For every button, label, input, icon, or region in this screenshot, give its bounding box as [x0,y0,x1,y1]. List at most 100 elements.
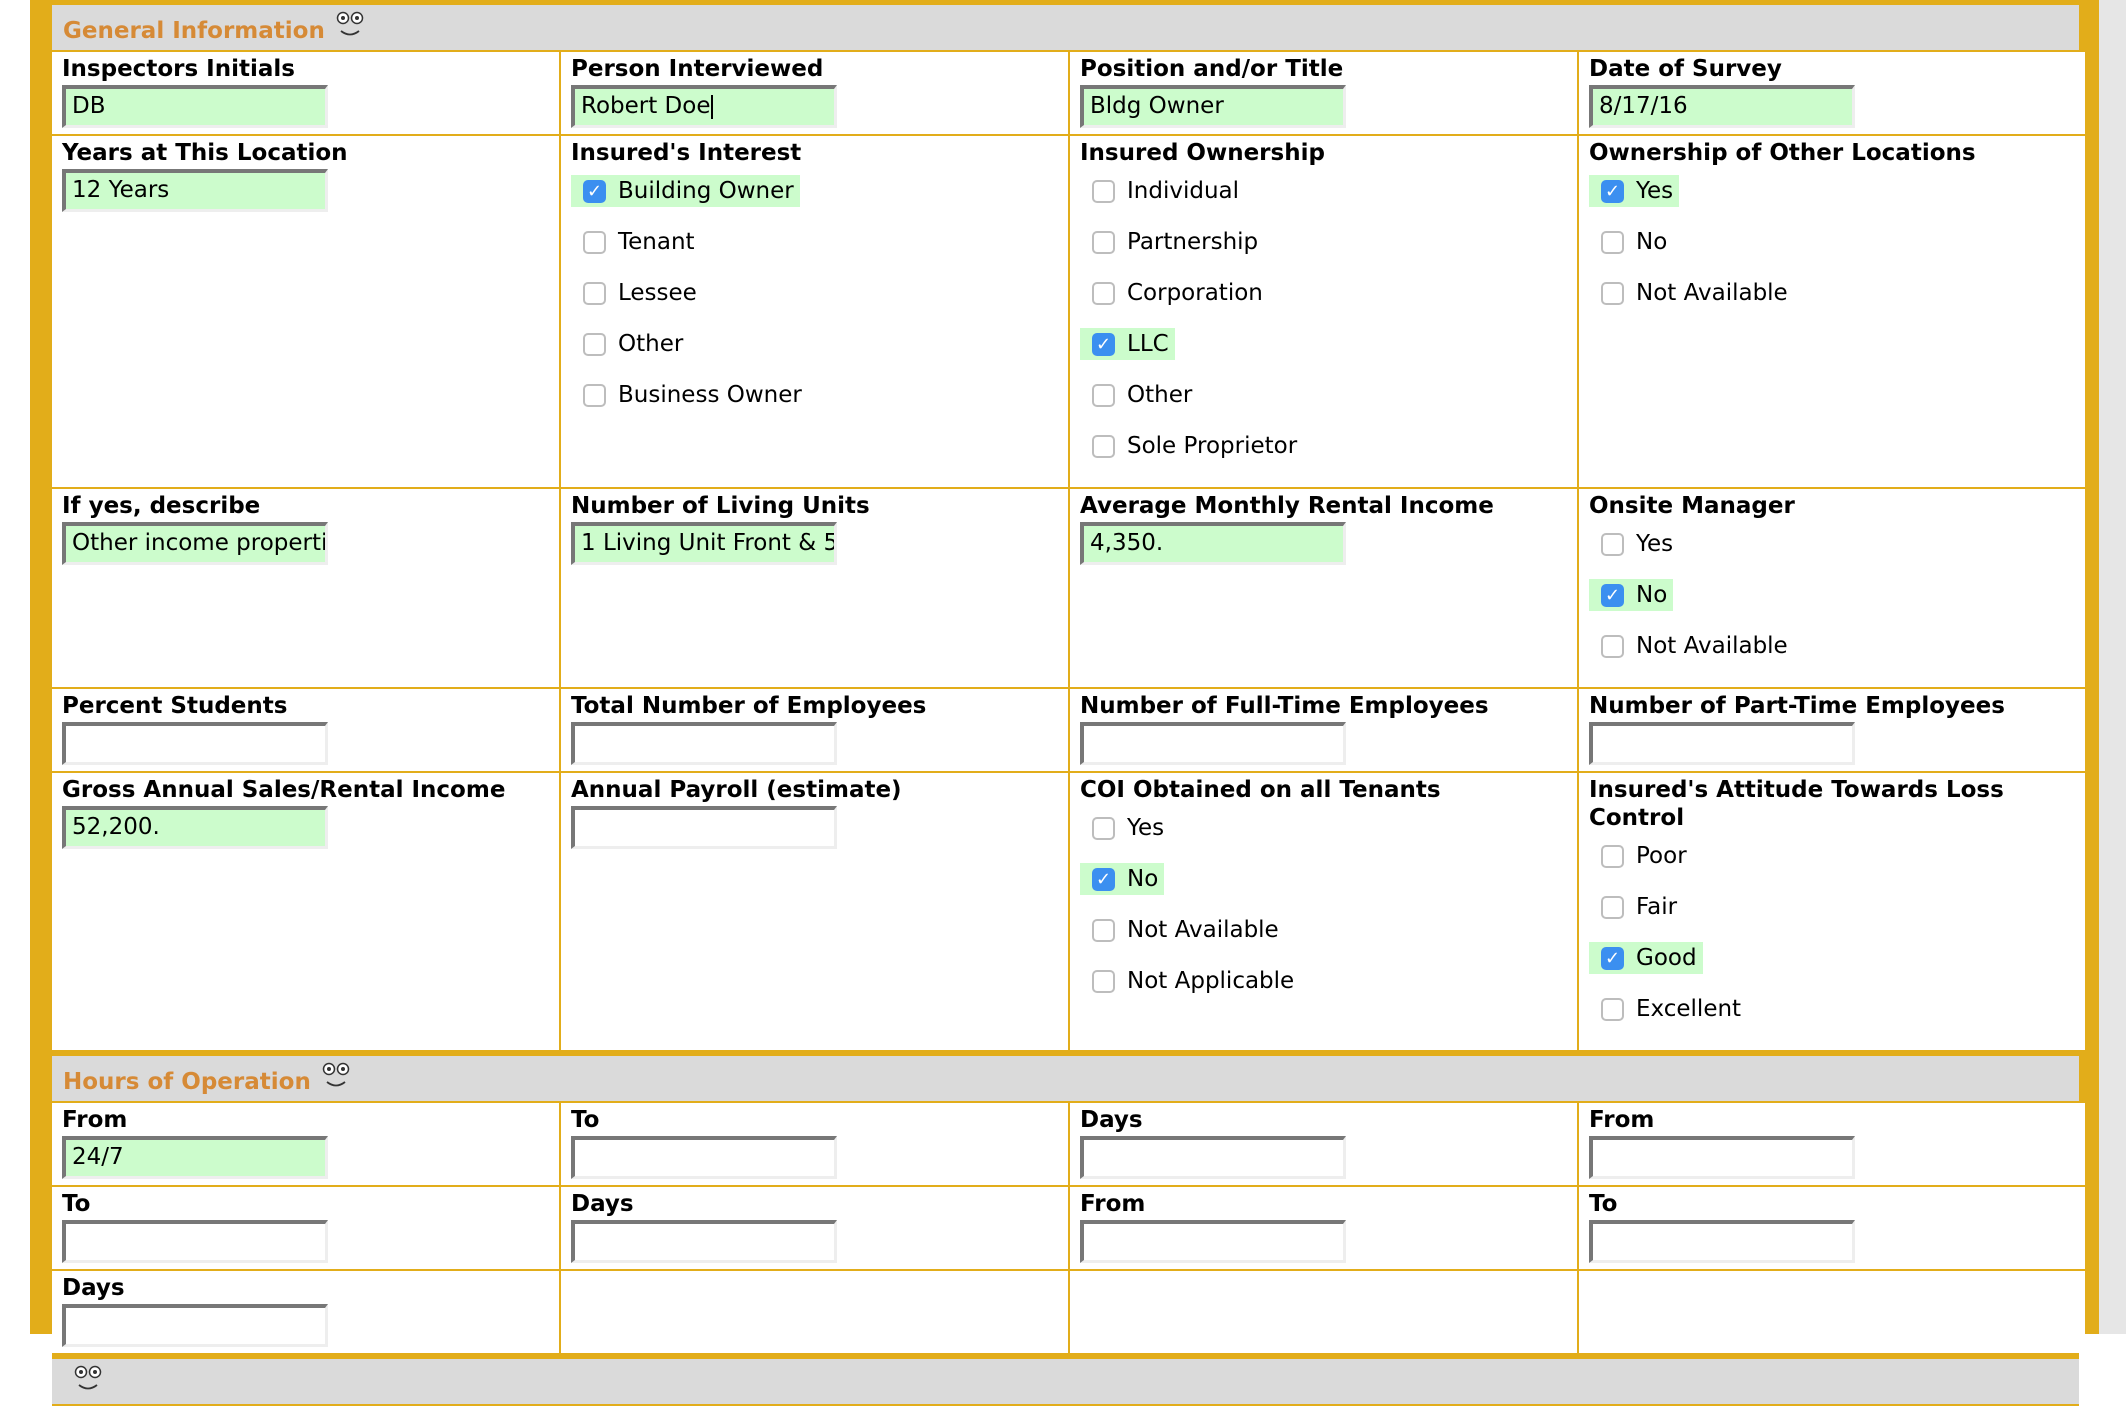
face-icon[interactable] [321,1062,351,1094]
checkbox-unchecked[interactable] [1601,230,1624,254]
checkbox-checked[interactable]: ✓ [1601,179,1624,203]
checkbox-checked[interactable]: ✓ [1601,583,1624,607]
checkbox-wrapper[interactable]: ✓ No [1080,863,1165,895]
text-input[interactable] [1080,1136,1346,1179]
checkbox-option[interactable]: ✓ Yes [1589,175,2075,226]
checkbox-unchecked[interactable] [583,383,606,407]
text-input[interactable] [1080,1220,1346,1263]
checkbox-option[interactable]: ✓ No [1080,863,1567,914]
checkbox-wrapper[interactable]: Business Owner [571,379,808,411]
checkbox-wrapper[interactable]: ✓ Good [1589,942,1703,974]
checkbox-wrapper[interactable]: ✓ No [1589,579,1674,611]
checkbox-unchecked[interactable] [1092,383,1115,407]
checkbox-wrapper[interactable]: ✓ Building Owner [571,175,800,207]
text-input[interactable] [62,1220,328,1263]
checkbox-option[interactable]: ✓ LLC [1080,328,1567,379]
checkbox-option[interactable]: Not Available [1080,914,1567,965]
checkbox-option[interactable]: Sole Proprietor [1080,430,1567,481]
checkbox-wrapper[interactable]: Lessee [571,277,703,309]
text-input[interactable] [1080,722,1346,765]
checkbox-checked[interactable]: ✓ [1092,867,1115,891]
text-input[interactable] [1589,1136,1855,1179]
checkbox-wrapper[interactable]: Poor [1589,840,1693,872]
text-input[interactable]: DB [62,85,328,128]
checkbox-option[interactable]: Corporation [1080,277,1567,328]
checkbox-wrapper[interactable]: Individual [1080,175,1245,207]
checkbox-wrapper[interactable]: Not Available [1080,914,1285,946]
checkbox-wrapper[interactable]: Not Available [1589,630,1794,662]
checkbox-unchecked[interactable] [1092,179,1115,203]
text-input[interactable]: 1 Living Unit Front & 5 [571,522,837,565]
checkbox-wrapper[interactable]: Not Applicable [1080,965,1300,997]
checkbox-option[interactable]: Business Owner [571,379,1058,430]
checkbox-wrapper[interactable]: ✓ Yes [1589,175,1680,207]
checkbox-option[interactable]: ✓ Building Owner [571,175,1058,226]
text-input[interactable]: Other income properties [62,522,328,565]
checkbox-unchecked[interactable] [1092,918,1115,942]
checkbox-wrapper[interactable]: Excellent [1589,993,1747,1025]
checkbox-unchecked[interactable] [1601,844,1624,868]
checkbox-option[interactable]: Not Available [1589,277,2075,328]
text-input[interactable]: 4,350. [1080,522,1346,565]
checkbox-unchecked[interactable] [583,230,606,254]
checkbox-unchecked[interactable] [1601,281,1624,305]
text-input[interactable]: 12 Years [62,169,328,212]
text-input[interactable]: 8/17/16 [1589,85,1855,128]
checkbox-wrapper[interactable]: Corporation [1080,277,1269,309]
checkbox-option[interactable]: Lessee [571,277,1058,328]
checkbox-wrapper[interactable]: Partnership [1080,226,1264,258]
text-input[interactable]: 24/7 [62,1136,328,1179]
checkbox-option[interactable]: Tenant [571,226,1058,277]
checkbox-option[interactable]: Other [571,328,1058,379]
checkbox-unchecked[interactable] [1601,895,1624,919]
checkbox-unchecked[interactable] [1092,969,1115,993]
checkbox-unchecked[interactable] [583,281,606,305]
text-input[interactable]: Bldg Owner [1080,85,1346,128]
checkbox-checked[interactable]: ✓ [1092,332,1115,356]
checkbox-unchecked[interactable] [1092,230,1115,254]
text-input[interactable] [571,1220,837,1263]
checkbox-option[interactable]: ✓ No [1589,579,2075,630]
checkbox-option[interactable]: ✓ Good [1589,942,2075,993]
text-input[interactable] [571,806,837,849]
checkbox-option[interactable]: Fair [1589,891,2075,942]
checkbox-option[interactable]: Not Applicable [1080,965,1567,1016]
text-input[interactable]: Robert Doe [571,85,837,128]
text-input[interactable] [571,1136,837,1179]
checkbox-wrapper[interactable]: Yes [1080,812,1170,844]
face-icon[interactable] [73,1365,103,1397]
checkbox-wrapper[interactable]: Yes [1589,528,1679,560]
checkbox-option[interactable]: Poor [1589,840,2075,891]
checkbox-wrapper[interactable]: Other [571,328,689,360]
text-input[interactable]: 52,200. [62,806,328,849]
checkbox-unchecked[interactable] [1601,634,1624,658]
checkbox-wrapper[interactable]: Sole Proprietor [1080,430,1303,462]
checkbox-unchecked[interactable] [1092,816,1115,840]
text-input[interactable] [1589,722,1855,765]
checkbox-unchecked[interactable] [1601,997,1624,1021]
checkbox-option[interactable]: Yes [1589,528,2075,579]
checkbox-option[interactable]: Other [1080,379,1567,430]
checkbox-option[interactable]: Not Available [1589,630,2075,681]
checkbox-unchecked[interactable] [1092,281,1115,305]
checkbox-option[interactable]: Excellent [1589,993,2075,1044]
text-input[interactable] [62,1304,328,1347]
checkbox-unchecked[interactable] [1601,532,1624,556]
checkbox-wrapper[interactable]: Tenant [571,226,701,258]
checkbox-option[interactable]: Yes [1080,812,1567,863]
face-icon[interactable] [335,11,365,43]
text-input[interactable] [571,722,837,765]
checkbox-wrapper[interactable]: Other [1080,379,1198,411]
checkbox-wrapper[interactable]: No [1589,226,1673,258]
checkbox-wrapper[interactable]: Not Available [1589,277,1794,309]
checkbox-checked[interactable]: ✓ [1601,946,1624,970]
checkbox-option[interactable]: Partnership [1080,226,1567,277]
checkbox-unchecked[interactable] [583,332,606,356]
checkbox-unchecked[interactable] [1092,434,1115,458]
checkbox-wrapper[interactable]: ✓ LLC [1080,328,1175,360]
text-input[interactable] [1589,1220,1855,1263]
checkbox-option[interactable]: No [1589,226,2075,277]
text-input[interactable] [62,722,328,765]
checkbox-checked[interactable]: ✓ [583,179,606,203]
checkbox-option[interactable]: Individual [1080,175,1567,226]
